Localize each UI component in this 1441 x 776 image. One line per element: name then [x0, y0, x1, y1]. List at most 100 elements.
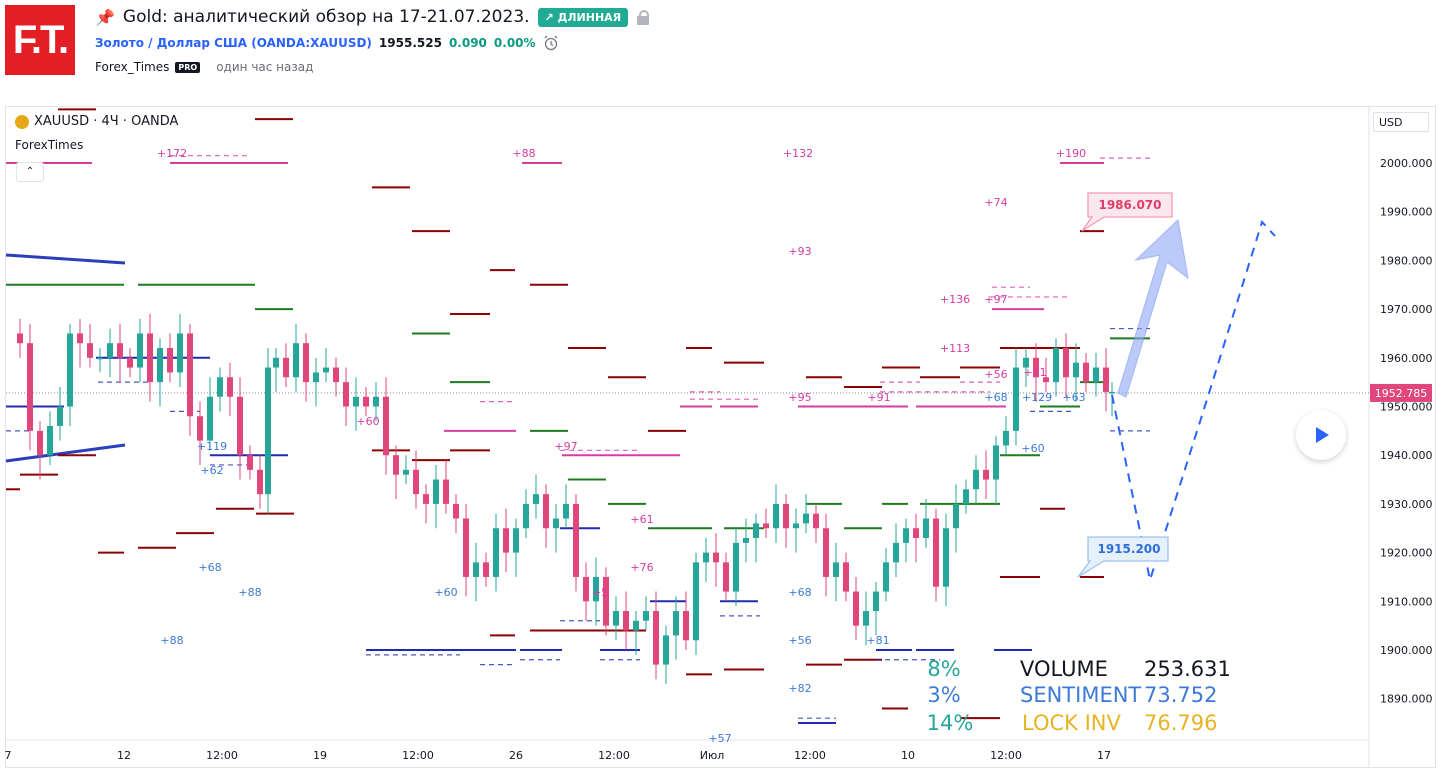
current-price-tag-label: 1952.785	[1375, 387, 1428, 400]
blue-annotation: +88	[160, 634, 183, 647]
candle-body	[913, 528, 919, 538]
author-name[interactable]: Forex_Times	[95, 60, 170, 74]
candle-body	[137, 333, 143, 368]
x-tick-label: 12:00	[402, 749, 434, 762]
candle-body	[873, 591, 879, 612]
candle-body	[843, 562, 849, 592]
candle-body	[643, 611, 649, 621]
candle-body	[463, 518, 469, 577]
idea-title-row: 📌 Gold: аналитический обзор на 17-21.07.…	[95, 5, 650, 29]
candle-body	[147, 333, 153, 383]
candle-body	[493, 528, 499, 577]
candle-body	[1003, 430, 1009, 446]
target-high-callout	[1081, 192, 1173, 232]
candle-body	[1013, 367, 1019, 431]
indicator-label[interactable]: ForexTimes	[15, 138, 84, 152]
x-tick-label: 12:00	[598, 749, 630, 762]
x-tick-label: 19	[313, 749, 327, 762]
candle-body	[1053, 348, 1059, 383]
candle-body	[1109, 391, 1115, 394]
candle-body	[523, 503, 529, 529]
candle-body	[107, 343, 113, 358]
pink-annotation: +172	[157, 147, 187, 160]
author-row: Forex_Times PRO один час назад	[95, 58, 313, 76]
trend-line	[5, 253, 126, 265]
candle-body	[47, 425, 53, 456]
sentiment-pct: 3%	[927, 683, 960, 707]
candle-body	[333, 367, 339, 383]
candle-body	[753, 523, 759, 538]
chart-container[interactable]	[5, 106, 1436, 768]
x-tick-label: 26	[509, 749, 523, 762]
candle-body	[853, 591, 859, 626]
price-change-pct: 0.00%	[493, 36, 536, 50]
y-tick-label: 1920.000	[1380, 547, 1433, 560]
candle-body	[573, 503, 579, 577]
candle-body	[583, 576, 589, 602]
pink-annotation: +95	[788, 391, 811, 404]
symbol-link[interactable]: Золото / Доллар США (OANDA:XAUUSD)	[95, 36, 372, 50]
candle-body	[293, 343, 299, 378]
candle-body	[127, 357, 133, 368]
lock-value: 76.796	[1144, 711, 1217, 735]
pink-annotation: +61	[630, 513, 653, 526]
sentiment-value: 73.752	[1144, 683, 1217, 707]
currency-selector[interactable]: USD	[1373, 112, 1429, 132]
candle-body	[1043, 377, 1049, 383]
candle-body	[393, 455, 399, 475]
candle-body	[993, 445, 999, 480]
candle-body	[383, 396, 389, 456]
y-tick-label: 1890.000	[1380, 693, 1433, 706]
idea-title: Gold: аналитический обзор на 17-21.07.20…	[122, 7, 530, 27]
x-tick-label: 10	[901, 749, 915, 762]
pink-annotation: +136	[940, 293, 970, 306]
candle-body	[197, 416, 203, 441]
candle-body	[653, 611, 659, 665]
candle-body	[443, 479, 449, 504]
candle-body	[353, 396, 359, 407]
candle-body	[433, 479, 439, 504]
blue-annotation: +68	[788, 586, 811, 599]
candle-body	[663, 635, 669, 665]
pink-annotation: +56	[984, 368, 1007, 381]
pin-icon: 📌	[95, 7, 115, 27]
candle-body	[1093, 367, 1099, 383]
pink-annotation: +11	[1023, 366, 1046, 379]
target-low-callout	[1077, 536, 1169, 578]
alarm-clock-icon[interactable]	[543, 35, 559, 51]
candle-body	[503, 528, 509, 553]
candle-body	[257, 469, 263, 495]
volume-label: VOLUME	[1020, 657, 1108, 681]
candle-body	[533, 494, 539, 504]
candle-body	[273, 357, 279, 368]
candle-body	[265, 367, 271, 495]
symbol-row: Золото / Доллар США (OANDA:XAUUSD) 1955.…	[95, 34, 559, 52]
candle-body	[633, 620, 639, 631]
candle-body	[363, 396, 369, 407]
collapse-legend-button[interactable]: ⌃	[16, 162, 44, 182]
x-tick-label: 12:00	[206, 749, 238, 762]
y-tick-label: 1970.000	[1380, 303, 1433, 316]
pink-annotation: +60	[356, 415, 379, 428]
y-tick-label: 2000.000	[1380, 157, 1433, 170]
blue-annotation: +63	[1062, 391, 1085, 404]
y-tick-label: 1910.000	[1380, 595, 1433, 608]
candle-body	[613, 611, 619, 626]
pink-annotation: +91	[867, 391, 890, 404]
candle-body	[77, 333, 83, 344]
blue-annotation: +56	[788, 634, 811, 647]
candle-body	[1073, 362, 1079, 378]
play-button[interactable]	[1296, 410, 1346, 460]
gold-coin-icon	[15, 114, 29, 129]
candle-body	[543, 494, 549, 529]
candle-body	[1033, 357, 1039, 378]
candle-body	[623, 611, 629, 631]
candle-body	[177, 333, 183, 373]
candle-body	[673, 611, 679, 636]
target-arrow	[1117, 218, 1189, 398]
candle-body	[17, 333, 23, 344]
candle-body	[167, 348, 173, 373]
candle-body	[883, 562, 889, 592]
candle-body	[953, 503, 959, 529]
